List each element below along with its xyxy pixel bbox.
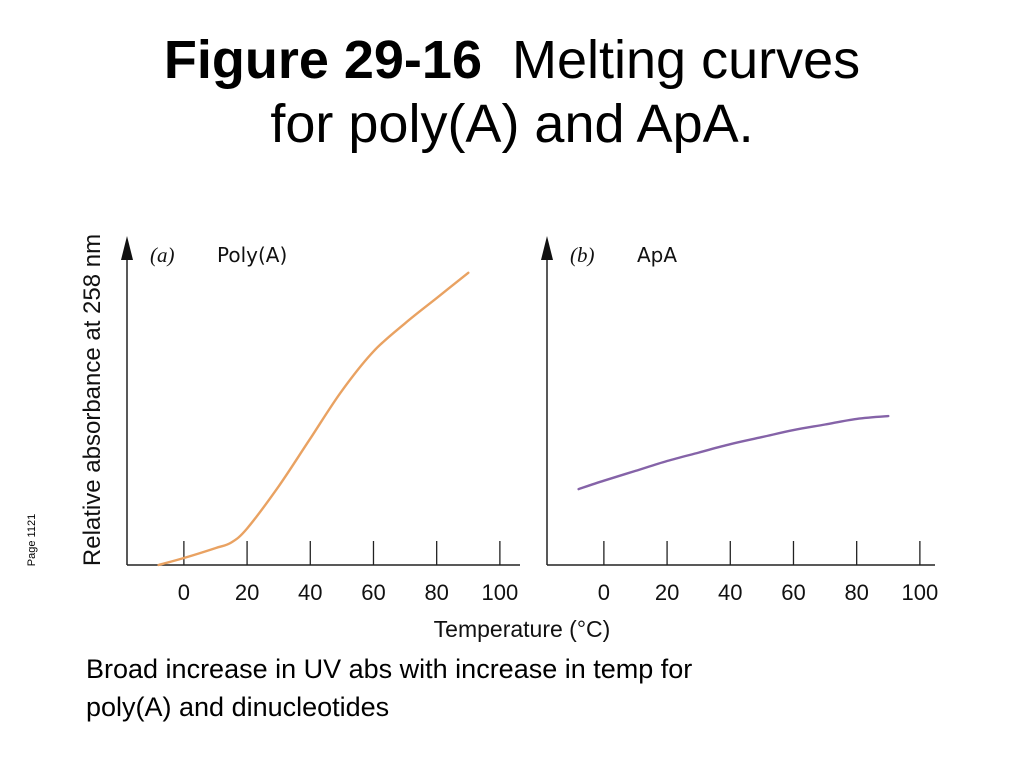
y-axis-label: Relative absorbance at 258 nm (79, 234, 106, 566)
x-tick-label-b-100: 100 (902, 580, 939, 605)
y-axis-arrow-a (121, 236, 133, 260)
panel-title-a: Poly(A) (217, 243, 287, 267)
x-tick-label-a-0: 0 (178, 580, 190, 605)
caption-line-1: Broad increase in UV abs with increase i… (86, 654, 693, 684)
slide-caption: Broad increase in UV abs with increase i… (86, 650, 886, 726)
panel-label-b: (b) (570, 243, 595, 267)
slide-title: Figure 29-16 Melting curves for poly(A) … (0, 28, 1024, 156)
x-tick-label-a-40: 40 (298, 580, 322, 605)
x-tick-label-b-60: 60 (781, 580, 805, 605)
figure-number: Figure 29-16 (163, 30, 482, 90)
x-axis-label: Temperature (°C) (434, 616, 611, 642)
title-line-1: Figure 29-16 Melting curves (0, 28, 1024, 92)
title-line-2: for poly(A) and ApA. (270, 94, 754, 154)
x-tick-label-a-80: 80 (424, 580, 448, 605)
x-tick-label-b-20: 20 (655, 580, 679, 605)
x-tick-label-a-100: 100 (482, 580, 519, 605)
x-tick-label-b-40: 40 (718, 580, 742, 605)
x-tick-label-a-20: 20 (235, 580, 259, 605)
panel-b-apa: 0 20 40 60 80 100 (b) ApA (541, 236, 938, 605)
title-text: Melting curves (512, 30, 861, 90)
panel-title-b: ApA (637, 243, 677, 267)
x-tick-label-b-0: 0 (598, 580, 610, 605)
melting-curve-a (157, 271, 470, 567)
x-tick-label-b-80: 80 (844, 580, 868, 605)
panel-label-a: (a) (150, 243, 175, 267)
x-tick-label-a-60: 60 (361, 580, 385, 605)
y-axis-arrow-b (541, 236, 553, 260)
panel-a-polya: 0 20 40 60 80 100 (a) Poly(A) (121, 236, 520, 605)
page-number-label: Page 1121 (26, 513, 38, 567)
caption-line-2: poly(A) and dinucleotides (86, 692, 390, 722)
melting-curve-b (577, 414, 890, 491)
